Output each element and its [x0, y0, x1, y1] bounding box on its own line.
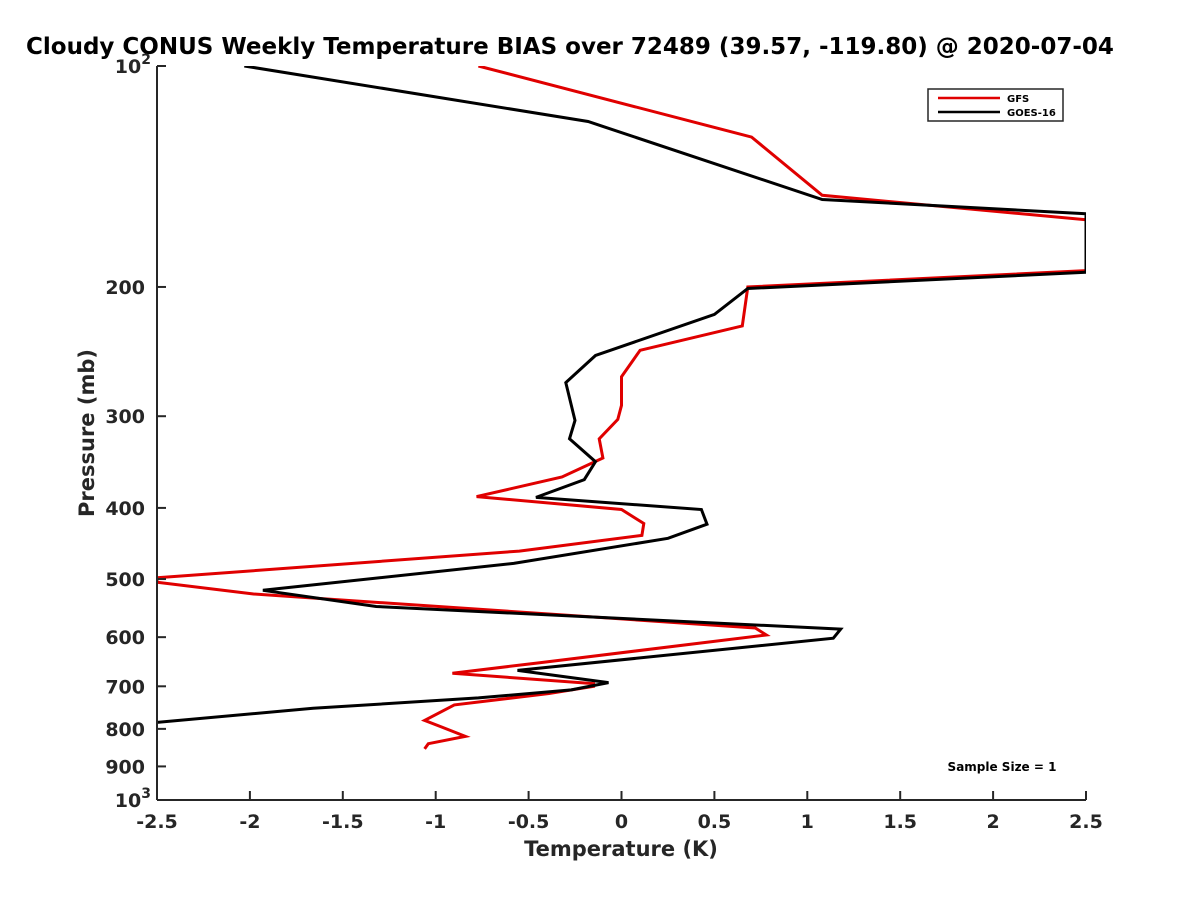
series-line-gfs [157, 66, 1086, 750]
legend: GFS GOES-16 [927, 88, 1064, 122]
legend-box [927, 88, 1064, 122]
y-tick-label: 800 [105, 719, 145, 741]
x-tick-label: 2.5 [1069, 811, 1103, 833]
x-tick-label: -1 [425, 811, 446, 833]
axes: -2.5 -2 -1.5 -1 -0.5 0 0.5 1 1.5 2 2.5 102 200 300 400… [105, 52, 1103, 833]
legend-label: GOES-16 [1007, 108, 1056, 119]
y-tick-label: 900 [105, 756, 145, 778]
plot-area [157, 66, 1086, 750]
legend-label: GFS [1007, 94, 1029, 105]
y-tick-label: 400 [105, 498, 145, 520]
y-tick-label: 200 [105, 277, 145, 299]
y-tick-label: 600 [105, 627, 145, 649]
x-tick-label: -0.5 [508, 811, 550, 833]
y-tick-label: 300 [105, 406, 145, 428]
x-tick-label: 1.5 [883, 811, 917, 833]
x-axis-label: Temperature (K) [524, 837, 718, 861]
x-tick-label: 1 [801, 811, 814, 833]
y-tick-label: 700 [105, 676, 145, 698]
chart-title: Cloudy CONUS Weekly Temperature BIAS ove… [26, 34, 1114, 60]
series-line-goes-16 [157, 66, 1086, 724]
y-tick-label: 102 [115, 52, 151, 78]
y-tick-label: 500 [105, 569, 145, 591]
sample-size-annotation: Sample Size = 1 [948, 760, 1057, 774]
x-tick-label: 0 [615, 811, 628, 833]
x-tick-label: 0.5 [698, 811, 732, 833]
y-tick-label: 103 [115, 786, 151, 812]
x-tick-label: -2.5 [136, 811, 178, 833]
x-tick-label: -1.5 [322, 811, 364, 833]
x-tick-label: -2 [239, 811, 260, 833]
y-axis-label: Pressure (mb) [75, 349, 99, 517]
x-tick-label: 2 [986, 811, 999, 833]
